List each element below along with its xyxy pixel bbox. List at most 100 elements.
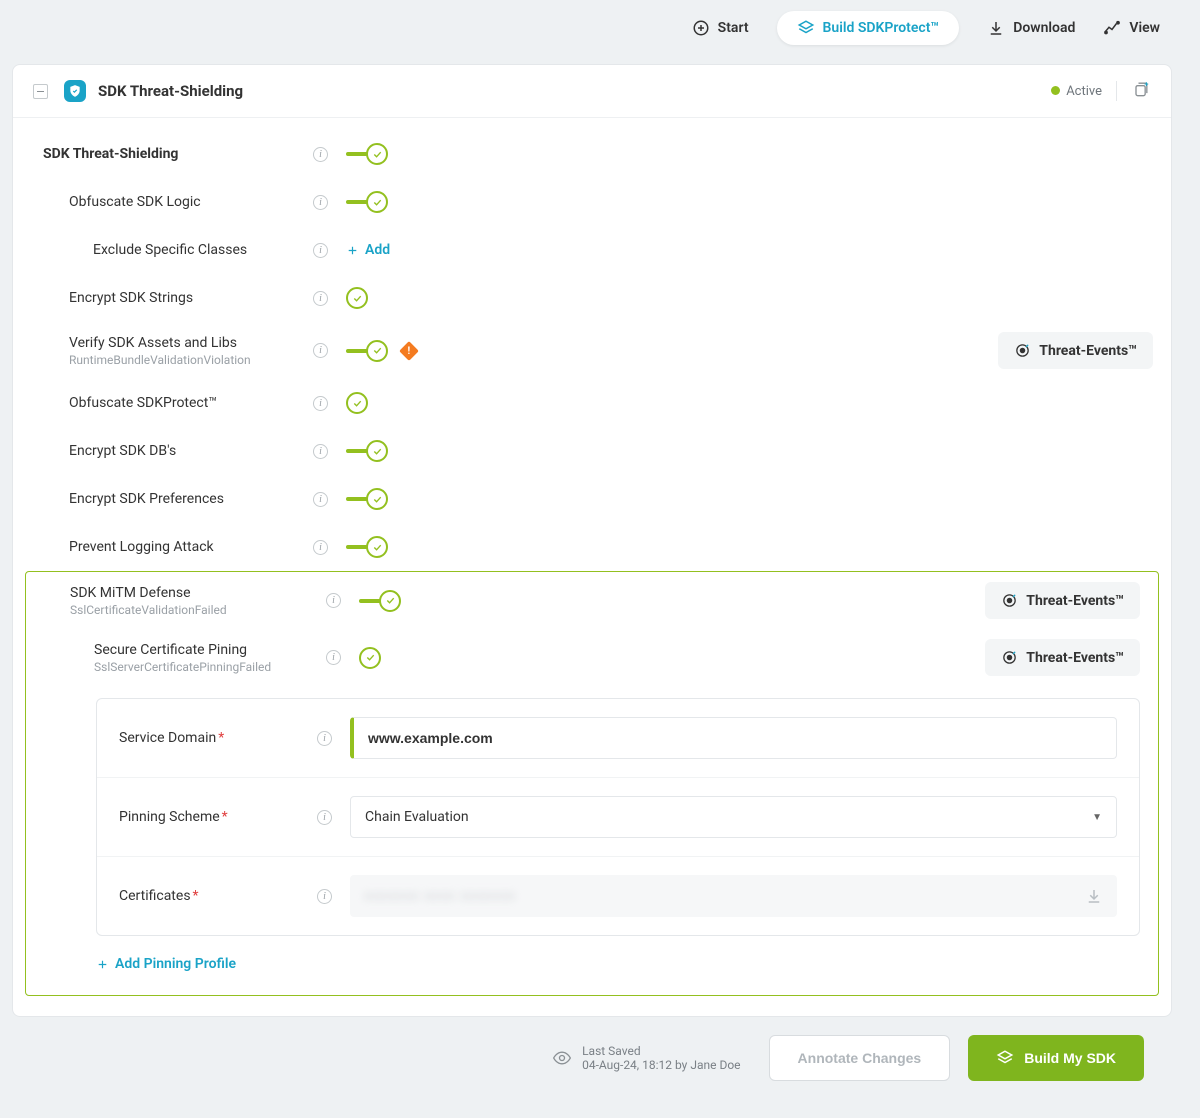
row-mitm: SDK MiTM Defense SslCertificateValidatio… [26, 572, 1158, 629]
plus-icon [96, 958, 109, 971]
info-icon[interactable]: i [313, 540, 328, 555]
add-pinning-profile-link[interactable]: Add Pinning Profile [96, 956, 236, 972]
plus-circle-icon [692, 19, 710, 37]
label: SDK Threat-Shielding [43, 146, 313, 162]
panel-title: SDK Threat-Shielding [98, 82, 243, 100]
nav-view[interactable]: View [1103, 19, 1160, 37]
label: Secure Certificate Pining [94, 642, 326, 658]
add-profile-label: Add Pinning Profile [115, 956, 236, 972]
label: Prevent Logging Attack [69, 539, 313, 555]
add-pinning-profile-row: Add Pinning Profile [96, 956, 1158, 975]
highlighted-section: SDK MiTM Defense SslCertificateValidatio… [25, 571, 1159, 996]
label: Encrypt SDK Strings [69, 290, 313, 306]
form-row-service-domain: Service Domain* i [97, 699, 1139, 777]
row-exclude-classes: Exclude Specific Classes i Add [13, 226, 1171, 274]
row-encrypt-strings: Encrypt SDK Strings i [13, 274, 1171, 322]
nav-download[interactable]: Download [987, 19, 1075, 37]
toggle-verify-assets[interactable] [346, 340, 388, 362]
info-icon[interactable]: i [313, 444, 328, 459]
warning-icon: ! [399, 341, 419, 361]
build-my-sdk-button[interactable]: Build My SDK [968, 1035, 1144, 1081]
nav-build[interactable]: Build SDKProtect™ [777, 11, 960, 45]
row-sdk-threat-shielding: SDK Threat-Shielding i [13, 130, 1171, 178]
threat-events-label: Threat-Events™ [1026, 650, 1124, 666]
required-marker: * [193, 888, 199, 904]
toggle-encrypt-prefs[interactable] [346, 488, 388, 510]
label: Encrypt SDK DB's [69, 443, 313, 459]
info-icon[interactable]: i [317, 889, 332, 904]
row-obfuscate-protect: Obfuscate SDKProtect™ i [13, 379, 1171, 427]
add-label: Add [365, 242, 390, 258]
sub-label: SslCertificateValidationFailed [70, 603, 326, 617]
select-value: Chain Evaluation [365, 809, 469, 825]
pinning-scheme-select[interactable]: Chain Evaluation ▼ [350, 796, 1117, 838]
info-icon[interactable]: i [326, 650, 341, 665]
add-exclude-link[interactable]: Add [346, 242, 390, 258]
toggle-prevent-logging[interactable] [346, 536, 388, 558]
nav-start-label: Start [718, 20, 749, 36]
nav-view-label: View [1129, 20, 1160, 36]
target-icon [1001, 592, 1018, 609]
panel-header: SDK Threat-Shielding Active + [13, 65, 1171, 118]
threat-events-badge[interactable]: Threat-Events™ [985, 639, 1140, 676]
info-icon[interactable]: i [313, 396, 328, 411]
row-encrypt-dbs: Encrypt SDK DB's i [13, 427, 1171, 475]
annotate-changes-button[interactable]: Annotate Changes [769, 1035, 951, 1081]
toggle-obfuscate-logic[interactable] [346, 191, 388, 213]
certificates-upload[interactable]: xxxxxxx xxxx xxxxxxx [350, 875, 1117, 917]
duplicate-icon[interactable]: + [1131, 79, 1151, 103]
check-obfuscate-protect[interactable] [346, 392, 368, 414]
last-saved-label: Last Saved [582, 1044, 740, 1058]
required-marker: * [222, 809, 228, 825]
footer: Last Saved 04-Aug-24, 18:12 by Jane Doe … [0, 1017, 1200, 1099]
nav-start[interactable]: Start [692, 19, 749, 37]
form-label: Certificates* [119, 888, 299, 904]
layers-icon [996, 1049, 1014, 1067]
chevron-down-icon: ▼ [1092, 812, 1102, 823]
nav-build-label: Build SDKProtect™ [823, 20, 940, 36]
threat-events-badge[interactable]: Threat-Events™ [985, 582, 1140, 619]
info-icon[interactable]: i [326, 593, 341, 608]
threat-events-badge[interactable]: Threat-Events™ [998, 332, 1153, 369]
service-domain-input[interactable] [350, 717, 1117, 759]
last-saved: Last Saved 04-Aug-24, 18:12 by Jane Doe [552, 1044, 740, 1072]
collapse-toggle[interactable] [33, 84, 48, 99]
label: Obfuscate SDK Logic [69, 194, 313, 210]
info-icon[interactable]: i [317, 731, 332, 746]
download-icon [1085, 887, 1103, 905]
info-icon[interactable]: i [313, 195, 328, 210]
info-icon[interactable]: i [313, 291, 328, 306]
toggle-sdk-threat-shielding[interactable] [346, 143, 388, 165]
label: Encrypt SDK Preferences [69, 491, 313, 507]
form-row-certificates: Certificates* i xxxxxxx xxxx xxxxxxx [97, 856, 1139, 935]
layers-icon [797, 19, 815, 37]
status-text: Active [1066, 84, 1102, 99]
form-label: Service Domain* [119, 730, 299, 746]
chart-icon [1103, 19, 1121, 37]
info-icon[interactable]: i [313, 343, 328, 358]
eye-icon [552, 1048, 572, 1068]
nav-download-label: Download [1013, 20, 1075, 36]
label: SDK MiTM Defense [70, 585, 326, 601]
toggle-encrypt-dbs[interactable] [346, 440, 388, 462]
row-encrypt-prefs: Encrypt SDK Preferences i [13, 475, 1171, 523]
toggle-mitm[interactable] [359, 590, 401, 612]
plus-icon [346, 244, 359, 257]
status-indicator: Active [1051, 83, 1102, 99]
required-marker: * [218, 730, 224, 746]
info-icon[interactable]: i [313, 147, 328, 162]
info-icon[interactable]: i [317, 810, 332, 825]
shield-icon [64, 80, 86, 102]
check-cert-pinning[interactable] [359, 647, 381, 669]
label: Verify SDK Assets and Libs [69, 335, 313, 351]
info-icon[interactable]: i [313, 492, 328, 507]
topbar: Start Build SDKProtect™ Download View [0, 0, 1200, 56]
threat-events-label: Threat-Events™ [1026, 593, 1124, 609]
info-icon[interactable]: i [313, 243, 328, 258]
label: Exclude Specific Classes [93, 242, 313, 258]
main-panel: SDK Threat-Shielding Active + SDK Threat… [12, 64, 1172, 1017]
check-encrypt-strings[interactable] [346, 287, 368, 309]
row-obfuscate-logic: Obfuscate SDK Logic i [13, 178, 1171, 226]
row-prevent-logging: Prevent Logging Attack i [13, 523, 1171, 571]
form-label: Pinning Scheme* [119, 809, 299, 825]
